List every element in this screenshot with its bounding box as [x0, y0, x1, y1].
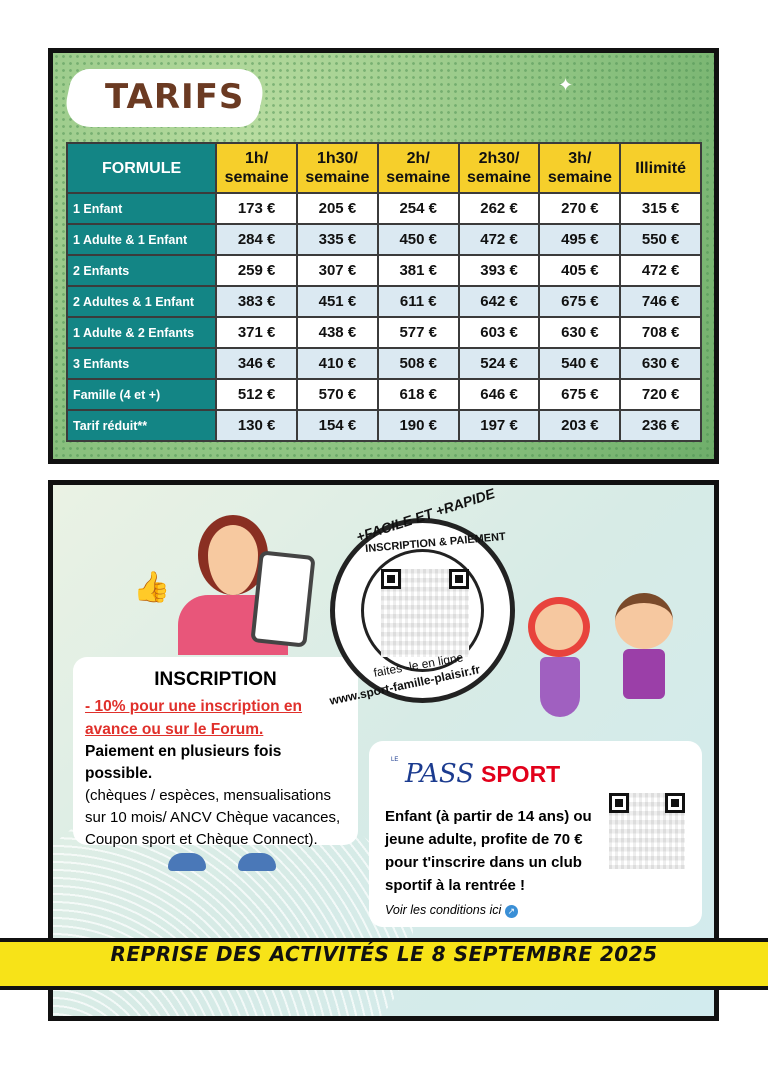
phone-icon: [250, 550, 316, 648]
price-cell: 550 €: [619, 223, 702, 256]
price-cell: 405 €: [538, 254, 622, 287]
formule-label: Famille (4 et +): [65, 378, 218, 411]
discount-line: avance ou sur le Forum.: [85, 721, 264, 738]
price-cell: 540 €: [538, 347, 622, 380]
external-link-icon: ↗: [504, 905, 518, 918]
price-cell: 438 €: [296, 316, 379, 349]
price-cell: 495 €: [538, 223, 622, 256]
price-cell: 450 €: [376, 223, 460, 256]
thumbs-up-icon: 👍: [133, 571, 171, 604]
price-cell: 190 €: [376, 409, 460, 442]
table-row: 1 Enfant 173 €205 €254 €262 €270 €315 €: [65, 192, 702, 225]
price-cell: 130 €: [215, 409, 298, 442]
registration-qr-code[interactable]: [381, 569, 469, 657]
price-cell: 675 €: [538, 285, 622, 318]
price-cell: 708 €: [619, 316, 702, 349]
payment-detail: (chèques / espèces, mensualisations: [85, 787, 331, 804]
formule-label: 1 Adulte & 2 Enfants: [65, 316, 218, 349]
duration-header: 2h/ semaine: [376, 142, 460, 194]
price-cell: 472 €: [457, 223, 541, 256]
price-cell: 203 €: [538, 409, 622, 442]
inscription-card: INSCRIPTION - 10% pour une inscription e…: [73, 657, 358, 848]
pass-sport-card: LE PASS SPORT Enfant (à partir de 14 ans…: [369, 741, 702, 927]
logo-le: LE: [391, 757, 399, 763]
inscription-title: INSCRIPTION: [154, 669, 277, 690]
pass-sport-text: Enfant (à partir de 14 ans) ou jeune adul…: [385, 808, 592, 894]
price-cell: 383 €: [215, 285, 298, 318]
duration-header: 1h30/ semaine: [296, 142, 379, 194]
online-registration-stamp: [330, 518, 515, 703]
price-cell: 524 €: [457, 347, 541, 380]
price-cell: 254 €: [376, 192, 460, 225]
price-cell: 410 €: [296, 347, 379, 380]
price-cell: 675 €: [538, 378, 622, 411]
tarifs-title: TARIFS: [105, 77, 245, 117]
price-cell: 371 €: [215, 316, 298, 349]
payment-text: Paiement en plusieurs fois possible.: [85, 743, 282, 782]
payment-detail: Coupon sport et Chèque Connect).: [85, 831, 318, 848]
sparkle-icon: ✦: [558, 75, 574, 95]
table-row: 2 Adultes & 1 Enfant 383 €451 €611 €642 €…: [65, 285, 702, 318]
price-cell: 618 €: [376, 378, 460, 411]
formule-label: 2 Adultes & 1 Enfant: [65, 285, 218, 318]
formule-label: 1 Adulte & 1 Enfant: [65, 223, 218, 256]
duration-header: 1h/ semaine: [215, 142, 298, 194]
price-cell: 381 €: [376, 254, 460, 287]
price-cell: 508 €: [376, 347, 460, 380]
price-cell: 259 €: [215, 254, 298, 287]
duration-header: Illimité: [619, 142, 702, 194]
table-row: 3 Enfants 346 €410 €508 €524 €540 €630 €: [65, 347, 702, 380]
price-cell: 603 €: [457, 316, 541, 349]
price-cell: 284 €: [215, 223, 298, 256]
price-cell: 630 €: [619, 347, 702, 380]
price-cell: 630 €: [538, 316, 622, 349]
tarifs-panel: TARIFS ✦ FORMULE 1h/ semaine 1h30/ semaine…: [48, 48, 719, 464]
formule-label: 3 Enfants: [65, 347, 218, 380]
table-row: 2 Enfants 259 €307 €381 €393 €405 €472 €: [65, 254, 702, 287]
price-cell: 205 €: [296, 192, 379, 225]
price-cell: 720 €: [619, 378, 702, 411]
price-cell: 746 €: [619, 285, 702, 318]
resumption-banner: REPRISE DES ACTIVITÉS LE 8 SEPTEMBRE 202…: [0, 938, 768, 990]
price-cell: 451 €: [296, 285, 379, 318]
price-cell: 307 €: [296, 254, 379, 287]
logo-pass: PASS: [405, 759, 475, 789]
duration-header: 2h30/ semaine: [457, 142, 541, 194]
pass-sport-qr-code[interactable]: [609, 793, 685, 869]
price-cell: 197 €: [457, 409, 541, 442]
price-table: FORMULE 1h/ semaine 1h30/ semaine 2h/ semai…: [65, 142, 702, 442]
formule-label: 1 Enfant: [65, 192, 218, 225]
shoes-illustration: [168, 853, 278, 875]
price-cell: 262 €: [457, 192, 541, 225]
conditions-link[interactable]: Voir les conditions ici ↗: [385, 903, 518, 918]
price-cell: 346 €: [215, 347, 298, 380]
price-cell: 512 €: [215, 378, 298, 411]
formule-header: FORMULE: [65, 142, 218, 194]
price-cell: 315 €: [619, 192, 702, 225]
price-cell: 393 €: [457, 254, 541, 287]
price-cell: 173 €: [215, 192, 298, 225]
price-cell: 611 €: [376, 285, 460, 318]
discount-line: - 10% pour une inscription en: [85, 698, 303, 715]
price-cell: 570 €: [296, 378, 379, 411]
price-cell: 577 €: [376, 316, 460, 349]
price-cell: 335 €: [296, 223, 379, 256]
price-cell: 642 €: [457, 285, 541, 318]
formule-label: 2 Enfants: [65, 254, 218, 287]
table-row: Famille (4 et +) 512 €570 €618 €646 €675 …: [65, 378, 702, 411]
table-row: 1 Adulte & 1 Enfant 284 €335 €450 €472 €4…: [65, 223, 702, 256]
payment-detail: sur 10 mois/ ANCV Chèque vacances,: [85, 809, 341, 826]
price-cell: 270 €: [538, 192, 622, 225]
logo-sport: SPORT: [481, 761, 561, 787]
price-cell: 236 €: [619, 409, 702, 442]
table-row: 1 Adulte & 2 Enfants 371 €438 €577 €603 €…: [65, 316, 702, 349]
price-cell: 472 €: [619, 254, 702, 287]
formule-label: Tarif réduit**: [65, 409, 218, 442]
price-cell: 154 €: [296, 409, 379, 442]
duration-header: 3h/ semaine: [538, 142, 622, 194]
table-row: Tarif réduit** 130 €154 €190 €197 €203 €2…: [65, 409, 702, 442]
price-cell: 646 €: [457, 378, 541, 411]
